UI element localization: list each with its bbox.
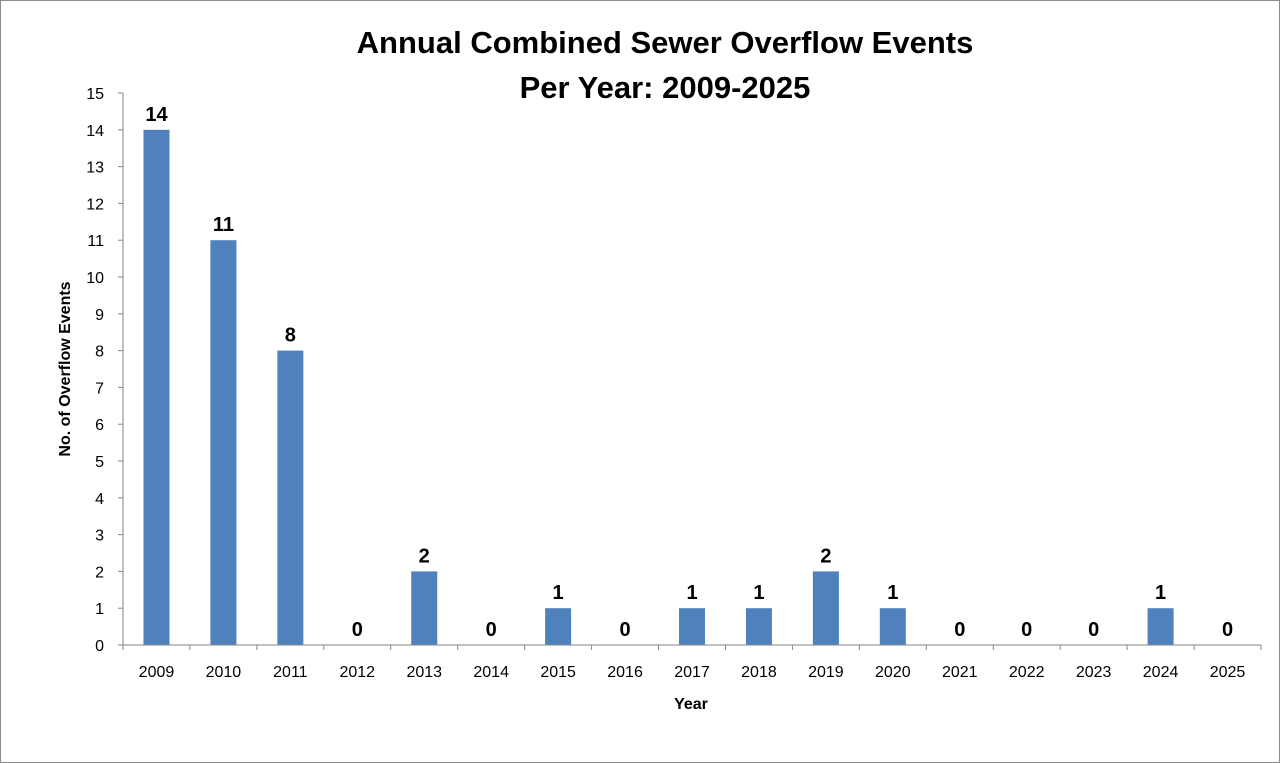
x-tick-label: 2017 [674, 664, 710, 681]
data-label: 0 [1021, 619, 1032, 641]
chart-title-line-1: Annual Combined Sewer Overflow Events [357, 25, 974, 60]
data-label: 0 [486, 619, 497, 641]
data-label: 8 [285, 325, 296, 347]
x-tick-label: 2021 [942, 664, 978, 681]
x-tick-label: 2020 [875, 664, 911, 681]
x-tick-label: 2010 [206, 664, 242, 681]
x-tick-label: 2018 [741, 664, 777, 681]
bar [545, 608, 572, 645]
bar [210, 240, 237, 645]
y-tick-label: 6 [95, 417, 104, 434]
y-tick-label: 11 [87, 233, 104, 250]
data-label: 0 [1222, 619, 1233, 641]
y-tick-label: 5 [95, 454, 104, 471]
x-tick-label: 2022 [1009, 664, 1045, 681]
x-tick-label: 2023 [1076, 664, 1112, 681]
x-tick-label: 2024 [1143, 664, 1179, 681]
data-label: 0 [619, 619, 630, 641]
x-tick-label: 2016 [607, 664, 643, 681]
data-label: 2 [419, 545, 430, 567]
y-tick-label: 4 [95, 491, 104, 508]
y-tick-label: 8 [95, 344, 104, 361]
y-tick-label: 1 [95, 601, 104, 618]
bar [1147, 608, 1174, 645]
data-label: 1 [753, 582, 764, 604]
data-label: 0 [352, 619, 363, 641]
data-label: 1 [686, 582, 697, 604]
data-label: 14 [145, 104, 168, 126]
y-tick-label: 3 [95, 528, 104, 545]
bar [277, 350, 304, 645]
chart-title-line-2: Per Year: 2009-2025 [520, 70, 811, 105]
data-label: 11 [213, 214, 234, 236]
data-label: 1 [1155, 582, 1166, 604]
x-tick-label: 2009 [139, 664, 175, 681]
y-tick-label: 2 [95, 564, 104, 581]
data-label: 1 [553, 582, 564, 604]
y-tick-label: 10 [86, 270, 104, 287]
y-tick-label: 12 [86, 196, 104, 213]
bar [879, 608, 906, 645]
y-tick-label: 15 [86, 86, 104, 103]
y-tick-label: 14 [86, 123, 104, 140]
x-tick-label: 2025 [1210, 664, 1246, 681]
y-axis-title: No. of Overflow Events [57, 281, 74, 456]
x-axis-title: Year [674, 696, 708, 713]
x-tick-label: 2012 [339, 664, 375, 681]
x-axis-ticks: 2009 2010 2011 2012 2013 2014 2015 2016 2017 2018… [122, 645, 1262, 681]
bar [411, 571, 438, 645]
bar [679, 608, 705, 645]
x-tick-label: 2019 [808, 664, 844, 681]
bars [143, 129, 1174, 646]
axes [119, 93, 1261, 646]
x-tick-label: 2011 [273, 664, 308, 681]
bar [812, 571, 839, 645]
y-tick-label: 9 [95, 307, 104, 324]
data-label: 0 [954, 619, 965, 641]
y-tick-label: 0 [95, 638, 104, 655]
bar [143, 129, 170, 646]
y-tick-label: 7 [95, 380, 104, 397]
x-tick-label: 2013 [406, 664, 442, 681]
data-label: 0 [1088, 619, 1099, 641]
chart-title: Annual Combined Sewer Overflow Events Pe… [357, 25, 974, 105]
bar [745, 608, 772, 645]
data-label: 2 [820, 545, 831, 567]
data-label: 1 [887, 582, 898, 604]
y-tick-label: 13 [86, 160, 104, 177]
x-tick-label: 2014 [473, 664, 509, 681]
x-tick-label: 2015 [540, 664, 576, 681]
